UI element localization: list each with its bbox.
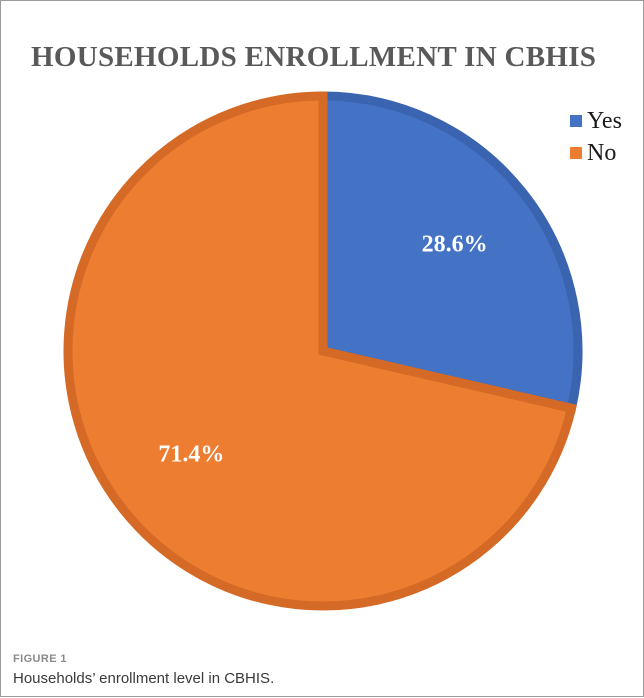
figure-label: FIGURE 1 bbox=[13, 653, 67, 665]
pie-slice-yes bbox=[318, 91, 583, 414]
legend-item-no: No bbox=[570, 137, 622, 169]
figure-caption: Households’ enrollment level in CBHIS. bbox=[13, 670, 275, 687]
data-label-no: 71.4% bbox=[158, 441, 224, 467]
legend-label-yes: Yes bbox=[587, 108, 622, 134]
legend-label-no: No bbox=[587, 140, 617, 166]
pie-slice-no bbox=[63, 91, 577, 611]
chart-legend: Yes No bbox=[570, 105, 622, 169]
legend-item-yes: Yes bbox=[570, 105, 622, 137]
legend-swatch-yes bbox=[570, 115, 582, 127]
data-label-yes: 28.6% bbox=[422, 232, 488, 258]
chart-title: HOUSEHOLDS ENROLLMENT IN CBHIS bbox=[31, 41, 597, 73]
legend-swatch-no bbox=[570, 147, 582, 159]
